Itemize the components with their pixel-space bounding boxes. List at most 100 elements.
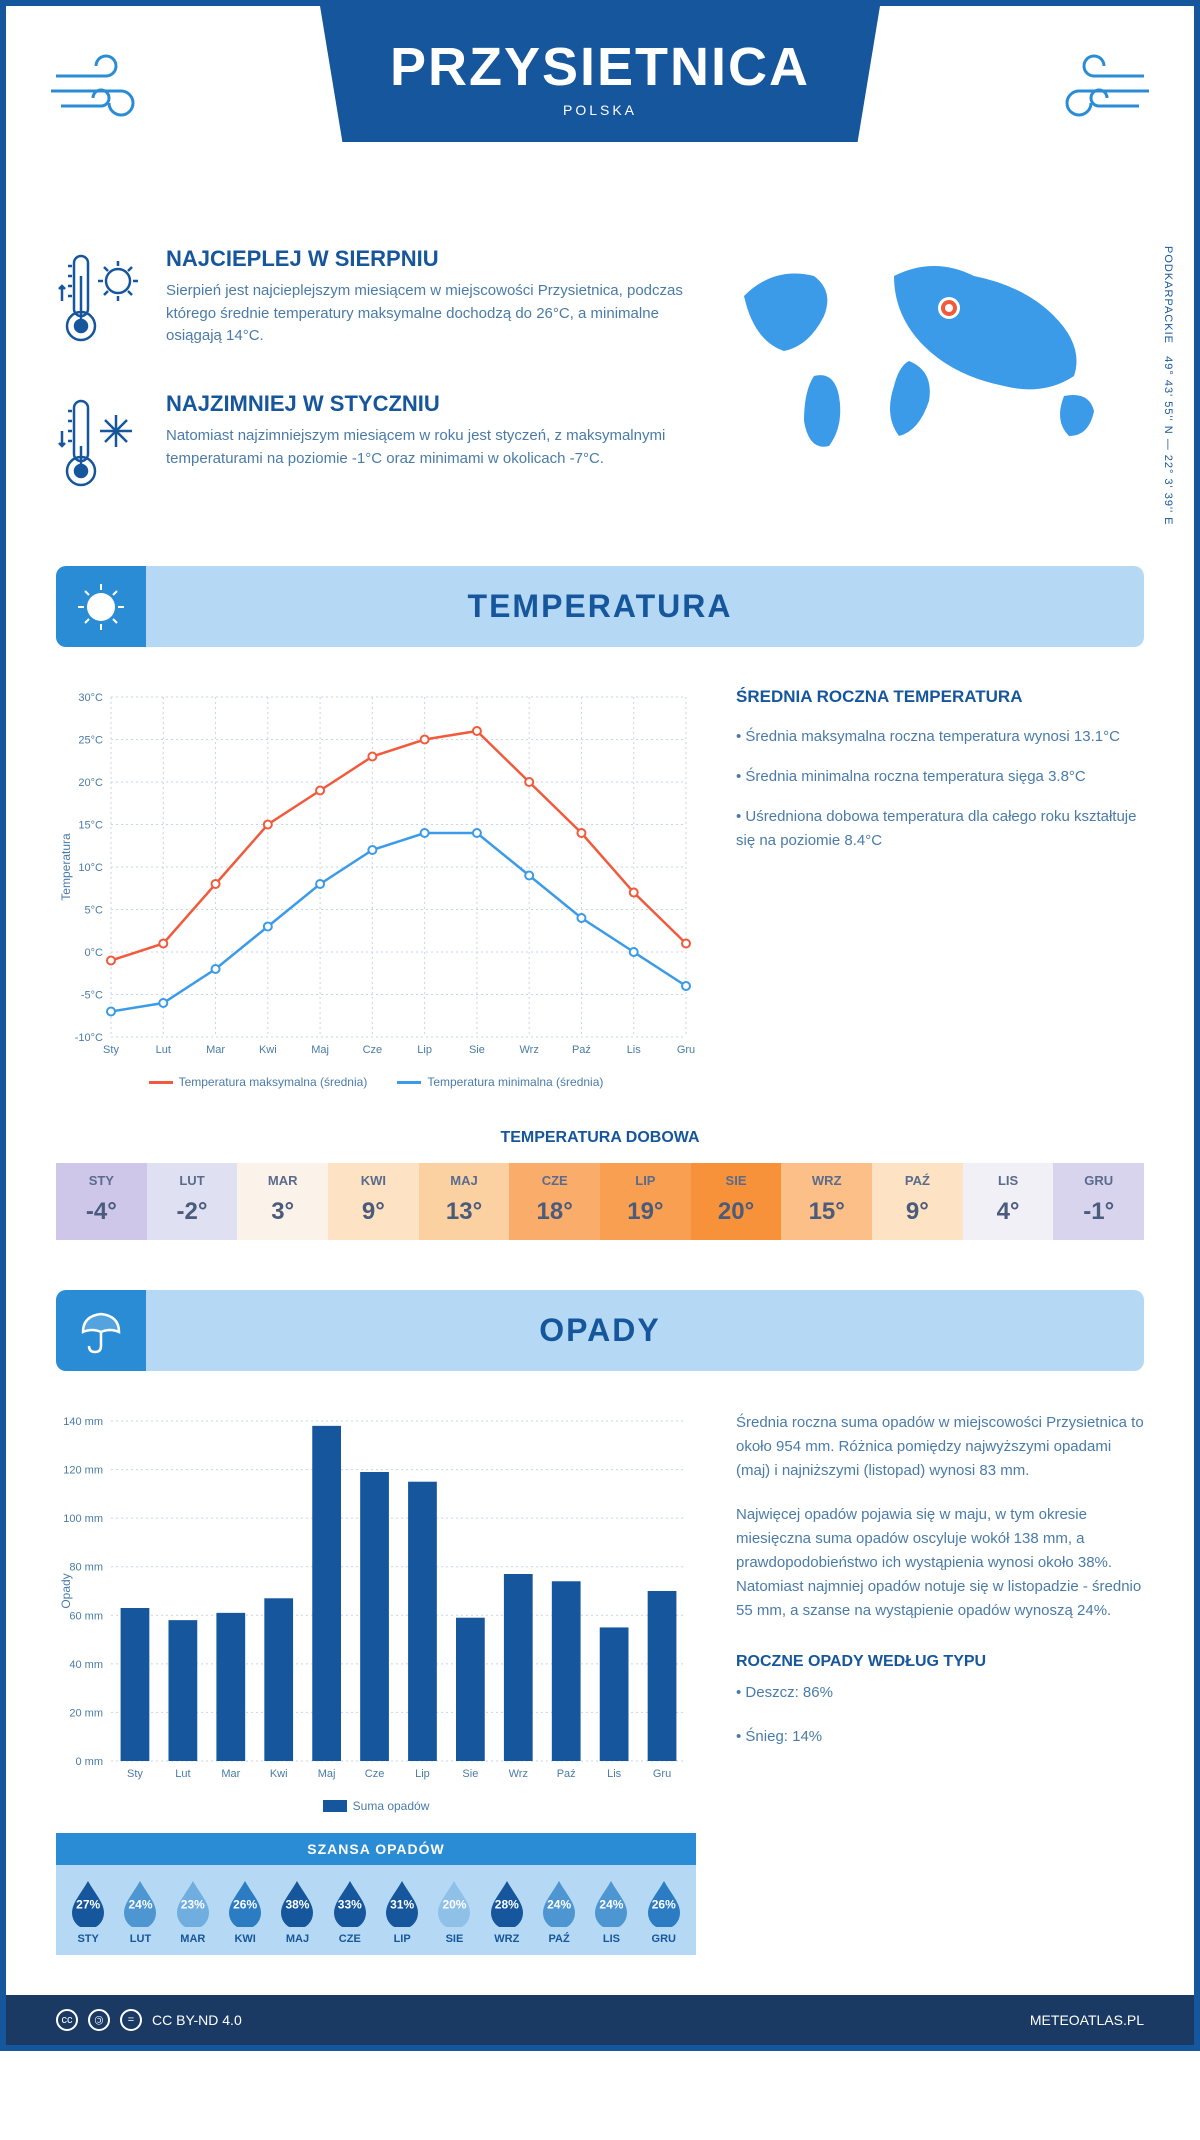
raindrop-icon: 28% (487, 1879, 527, 1927)
precipitation-info: Średnia roczna suma opadów w miejscowośc… (736, 1411, 1144, 1813)
daily-temp-cell: LIP19° (600, 1163, 691, 1240)
warm-title: NAJCIEPLEJ W SIERPNIU (166, 246, 694, 272)
precipitation-chance-box: SZANSA OPADÓW 27% STY 24% LUT 23% MAR 26… (56, 1833, 696, 1955)
svg-text:120 mm: 120 mm (63, 1465, 103, 1477)
svg-text:Paź: Paź (557, 1768, 576, 1780)
svg-text:Lut: Lut (156, 1044, 171, 1056)
svg-text:Gru: Gru (677, 1044, 695, 1056)
umbrella-icon (56, 1290, 146, 1371)
raindrop-icon: 38% (277, 1879, 317, 1927)
chance-cell: 38% MAJ (271, 1879, 323, 1945)
svg-text:Sie: Sie (469, 1044, 485, 1056)
daily-temp-cell: STY-4° (56, 1163, 147, 1240)
svg-text:Sty: Sty (127, 1768, 143, 1780)
raindrop-icon: 33% (330, 1879, 370, 1927)
wind-icon (46, 46, 156, 140)
raindrop-icon: 31% (382, 1879, 422, 1927)
footer-license: cc 🄯 = CC BY-ND 4.0 (56, 2009, 242, 2031)
daily-temp-cell: MAR3° (237, 1163, 328, 1240)
chance-cell: 24% LIS (585, 1879, 637, 1945)
svg-text:Wrz: Wrz (509, 1768, 528, 1780)
precipitation-section: 0 mm20 mm40 mm60 mm80 mm100 mm120 mm140 … (6, 1371, 1194, 1833)
precipitation-title: OPADY (56, 1312, 1144, 1349)
nd-icon: = (120, 2009, 142, 2031)
chance-cell: 27% STY (62, 1879, 114, 1945)
svg-text:15°C: 15°C (78, 820, 103, 832)
daily-temp-cell: KWI9° (328, 1163, 419, 1240)
svg-text:Cze: Cze (365, 1768, 385, 1780)
svg-text:-10°C: -10°C (75, 1032, 103, 1044)
svg-text:Paź: Paź (572, 1044, 591, 1056)
raindrop-icon: 24% (120, 1879, 160, 1927)
footer-site: METEOATLAS.PL (1030, 2012, 1144, 2028)
temperature-section: -10°C-5°C0°C5°C10°C15°C20°C25°C30°CStyLu… (6, 647, 1194, 1119)
svg-text:20 mm: 20 mm (69, 1707, 103, 1719)
raindrop-icon: 23% (173, 1879, 213, 1927)
svg-text:Lip: Lip (417, 1044, 432, 1056)
precipitation-type-title: ROCZNE OPADY WEDŁUG TYPU (736, 1653, 1144, 1671)
chance-cell: 26% GRU (638, 1879, 690, 1945)
warm-block: NAJCIEPLEJ W SIERPNIU Sierpień jest najc… (56, 246, 694, 361)
sun-icon (56, 566, 146, 647)
daily-temp-cell: SIE20° (691, 1163, 782, 1240)
svg-text:25°C: 25°C (78, 735, 103, 747)
cold-title: NAJZIMNIEJ W STYCZNIU (166, 391, 694, 417)
svg-text:Gru: Gru (653, 1768, 671, 1780)
svg-text:100 mm: 100 mm (63, 1513, 103, 1525)
raindrop-icon: 27% (68, 1879, 108, 1927)
daily-temp-table: STY-4°LUT-2°MAR3°KWI9°MAJ13°CZE18°LIP19°… (56, 1163, 1144, 1240)
temperature-bullet: • Średnia minimalna roczna temperatura s… (736, 765, 1144, 789)
temperature-bullet: • Uśredniona dobowa temperatura dla całe… (736, 805, 1144, 853)
by-icon: 🄯 (88, 2009, 110, 2031)
precipitation-paragraph: Najwięcej opadów pojawia się w maju, w t… (736, 1503, 1144, 1623)
page-subtitle: POLSKA (320, 102, 880, 118)
precipitation-chart-wrapper: 0 mm20 mm40 mm60 mm80 mm100 mm120 mm140 … (56, 1411, 696, 1813)
svg-text:-5°C: -5°C (81, 990, 103, 1002)
daily-temp-cell: MAJ13° (419, 1163, 510, 1240)
svg-text:Mar: Mar (221, 1768, 240, 1780)
chance-cell: 24% PAŹ (533, 1879, 585, 1945)
cold-block: NAJZIMNIEJ W STYCZNIU Natomiast najzimni… (56, 391, 694, 506)
title-banner: PRZYSIETNICA POLSKA (320, 6, 880, 142)
page: PRZYSIETNICA POLSKA NAJCIEPLEJ W SIERPNI… (0, 0, 1200, 2051)
precipitation-banner: OPADY (56, 1290, 1144, 1371)
chance-row: 27% STY 24% LUT 23% MAR 26% KWI 38% MAJ (56, 1865, 696, 1955)
temperature-legend: Temperatura maksymalna (średnia) Tempera… (56, 1075, 696, 1089)
cold-text: Natomiast najzimniejszym miesiącem w rok… (166, 425, 694, 470)
chance-cell: 26% KWI (219, 1879, 271, 1945)
temperature-title: TEMPERATURA (56, 588, 1144, 625)
footer: cc 🄯 = CC BY-ND 4.0 METEOATLAS.PL (6, 1995, 1194, 2045)
temperature-line-chart: -10°C-5°C0°C5°C10°C15°C20°C25°C30°CStyLu… (56, 687, 696, 1067)
svg-text:5°C: 5°C (85, 905, 104, 917)
svg-text:Kwi: Kwi (270, 1768, 288, 1780)
svg-text:Cze: Cze (363, 1044, 383, 1056)
daily-temp-cell: WRZ15° (781, 1163, 872, 1240)
svg-text:140 mm: 140 mm (63, 1416, 103, 1428)
svg-text:Temperatura: Temperatura (59, 833, 73, 901)
svg-text:60 mm: 60 mm (69, 1610, 103, 1622)
svg-text:80 mm: 80 mm (69, 1562, 103, 1574)
wind-icon (1044, 46, 1154, 140)
chance-cell: 33% CZE (324, 1879, 376, 1945)
svg-text:Mar: Mar (206, 1044, 225, 1056)
map-block: PODKARPACKIE 49° 43' 55'' N — 22° 3' 39'… (724, 246, 1144, 536)
svg-text:Sie: Sie (462, 1768, 478, 1780)
raindrop-icon: 24% (539, 1879, 579, 1927)
cc-icon: cc (56, 2009, 78, 2031)
raindrop-icon: 24% (591, 1879, 631, 1927)
chance-cell: 31% LIP (376, 1879, 428, 1945)
svg-text:Lis: Lis (627, 1044, 642, 1056)
svg-text:Sty: Sty (103, 1044, 119, 1056)
raindrop-icon: 20% (434, 1879, 474, 1927)
daily-temp-title: TEMPERATURA DOBOWA (6, 1129, 1194, 1147)
precipitation-bar-chart: 0 mm20 mm40 mm60 mm80 mm100 mm120 mm140 … (56, 1411, 696, 1791)
chance-cell: 20% SIE (428, 1879, 480, 1945)
precipitation-paragraph: Średnia roczna suma opadów w miejscowośc… (736, 1411, 1144, 1483)
chance-cell: 28% WRZ (481, 1879, 533, 1945)
chance-cell: 24% LUT (114, 1879, 166, 1945)
intro-section: NAJCIEPLEJ W SIERPNIU Sierpień jest najc… (6, 226, 1194, 566)
temperature-banner: TEMPERATURA (56, 566, 1144, 647)
daily-temp-cell: LIS4° (963, 1163, 1054, 1240)
coordinates: PODKARPACKIE 49° 43' 55'' N — 22° 3' 39'… (1162, 246, 1174, 526)
svg-text:0°C: 0°C (85, 947, 104, 959)
